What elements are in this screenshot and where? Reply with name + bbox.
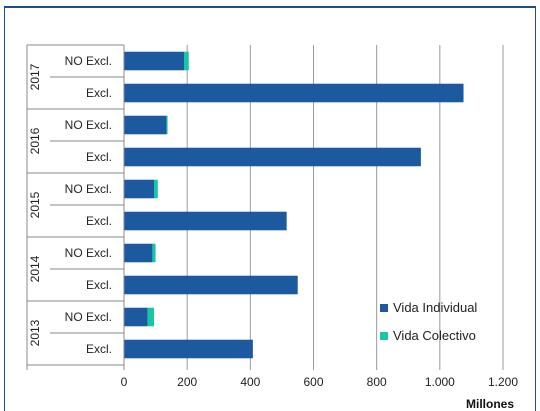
year-label-2014: 2014 — [28, 255, 42, 282]
bar-2016-no-excl-vida-colectivo — [166, 115, 168, 135]
x-tick-label: 600 — [303, 375, 323, 389]
bars — [124, 51, 464, 359]
legend-label-vida-individual: Vida Individual — [393, 300, 477, 315]
bar-2016-excl-vida-individual — [124, 147, 421, 167]
legend-label-vida-colectivo: Vida Colectivo — [393, 328, 476, 343]
bar-2016-no-excl-vida-individual — [124, 115, 167, 135]
bar-2017-no-excl-vida-colectivo — [184, 51, 189, 71]
bar-2014-no-excl-vida-individual — [124, 243, 153, 263]
year-label-2017: 2017 — [28, 63, 42, 90]
bar-2013-excl-vida-individual — [124, 339, 253, 359]
category-label-no-excl: NO Excl. — [65, 182, 112, 196]
legend: Vida Individual Vida Colectivo — [380, 300, 477, 343]
x-tick-label: 0 — [121, 375, 128, 389]
x-tick-label: 800 — [367, 375, 387, 389]
category-label-no-excl: NO Excl. — [65, 310, 112, 324]
top-border — [4, 6, 536, 8]
x-axis-unit-label: Millones — [466, 397, 514, 411]
bar-2015-excl-vida-individual — [124, 211, 287, 231]
bar-2014-no-excl-vida-colectivo — [152, 243, 156, 263]
bar-2014-excl-vida-individual — [124, 275, 298, 295]
year-label-2015: 2015 — [28, 191, 42, 218]
category-label-excl: Excl. — [86, 214, 112, 228]
x-tick-label: 1.000 — [425, 375, 455, 389]
legend-swatch-vida-colectivo — [380, 332, 388, 340]
category-label-excl: Excl. — [86, 150, 112, 164]
category-label-excl: Excl. — [86, 278, 112, 292]
bar-2017-excl-vida-individual — [124, 83, 464, 103]
x-tick-label: 1.200 — [488, 375, 518, 389]
year-label-2016: 2016 — [28, 127, 42, 154]
category-label-excl: Excl. — [86, 86, 112, 100]
category-label-no-excl: NO Excl. — [65, 118, 112, 132]
x-tick-label: 400 — [240, 375, 260, 389]
bar-2013-no-excl-vida-colectivo — [147, 307, 155, 327]
category-axis: 2017 NO Excl. Excl. 2016 NO Excl. Excl. 2015 NO… — [26, 44, 125, 370]
x-axis: 0 200 400 600 800 1.000 1.200 — [121, 375, 519, 389]
category-label-no-excl: NO Excl. — [65, 246, 112, 260]
bar-2015-no-excl-vida-colectivo — [154, 179, 158, 199]
year-label-2013: 2013 — [28, 319, 42, 346]
chart-frame — [4, 6, 536, 411]
category-label-no-excl: NO Excl. — [65, 54, 112, 68]
x-tick-label: 200 — [177, 375, 197, 389]
category-label-excl: Excl. — [86, 342, 112, 356]
bar-2013-no-excl-vida-individual — [124, 307, 148, 327]
bar-2015-no-excl-vida-individual — [124, 179, 155, 199]
legend-swatch-vida-individual — [380, 304, 388, 312]
bar-2017-no-excl-vida-individual — [124, 51, 185, 71]
